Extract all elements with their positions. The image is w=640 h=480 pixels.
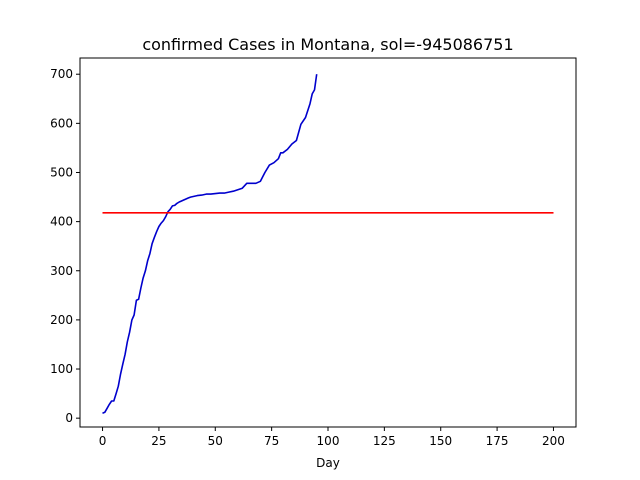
y-tick-label: 600 — [50, 116, 73, 130]
y-axis: 0 100 200 300 400 500 600 700 — [50, 67, 80, 425]
y-tick-label: 200 — [50, 313, 73, 327]
x-tick-label: 150 — [429, 434, 452, 448]
y-tick-label: 500 — [50, 165, 73, 179]
x-tick-label: 175 — [486, 434, 509, 448]
y-tick-label: 400 — [50, 215, 73, 229]
y-tick-label: 100 — [50, 362, 73, 376]
x-tick-label: 100 — [317, 434, 340, 448]
y-tick-label: 300 — [50, 264, 73, 278]
plot-area — [102, 74, 554, 414]
x-tick-label: 0 — [99, 434, 107, 448]
x-tick-label: 200 — [542, 434, 565, 448]
y-tick-label: 0 — [65, 411, 73, 425]
axes-frame — [79, 57, 577, 428]
x-tick-label: 125 — [373, 434, 396, 448]
series-line-0 — [102, 74, 318, 414]
x-tick-label: 25 — [151, 434, 166, 448]
chart-title: confirmed Cases in Montana, sol=-9450867… — [142, 35, 513, 54]
x-axis-label: Day — [316, 456, 340, 470]
x-tick-label: 75 — [264, 434, 279, 448]
y-tick-label: 700 — [50, 67, 73, 81]
x-axis: 0 25 50 75 100 125 150 175 200 — [99, 427, 565, 448]
x-tick-label: 50 — [208, 434, 223, 448]
